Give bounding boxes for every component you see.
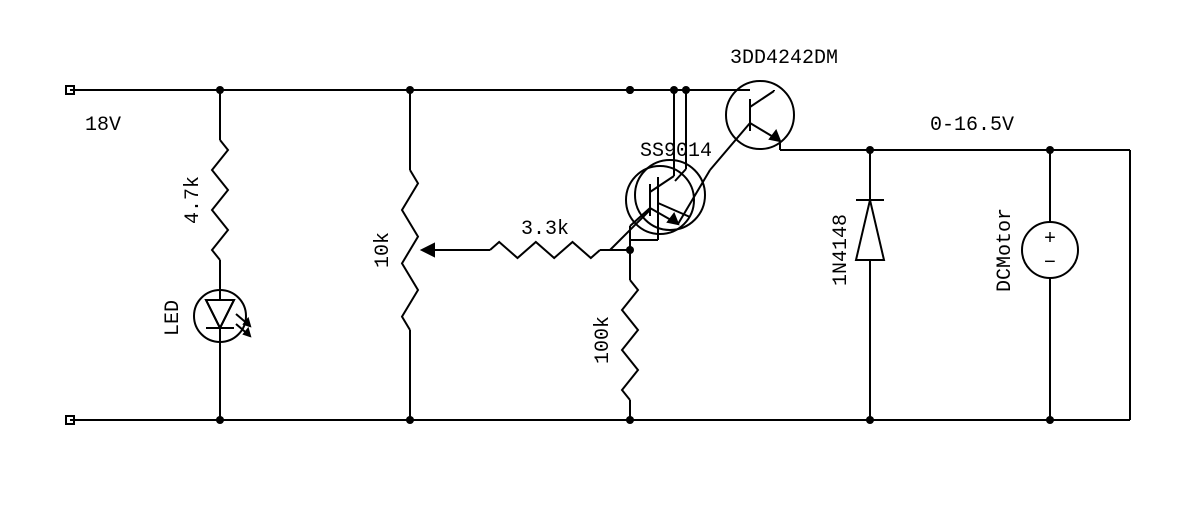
svg-text:LED: LED <box>162 300 185 336</box>
svg-text:100k: 100k <box>592 316 615 364</box>
svg-text:4.7k: 4.7k <box>182 176 205 224</box>
svg-text:−: − <box>1044 252 1056 275</box>
svg-text:1N4148: 1N4148 <box>830 214 853 286</box>
output-voltage-label: 0-16.5V <box>930 114 1014 137</box>
svg-text:3DD4242DM: 3DD4242DM <box>730 47 838 70</box>
svg-text:SS9014: SS9014 <box>640 140 712 163</box>
input-voltage-label: 18V <box>85 114 121 137</box>
svg-text:3.3k: 3.3k <box>521 218 569 241</box>
svg-text:10k: 10k <box>372 232 395 268</box>
svg-text:+: + <box>1044 228 1056 251</box>
svg-text:DCMotor: DCMotor <box>994 208 1017 292</box>
